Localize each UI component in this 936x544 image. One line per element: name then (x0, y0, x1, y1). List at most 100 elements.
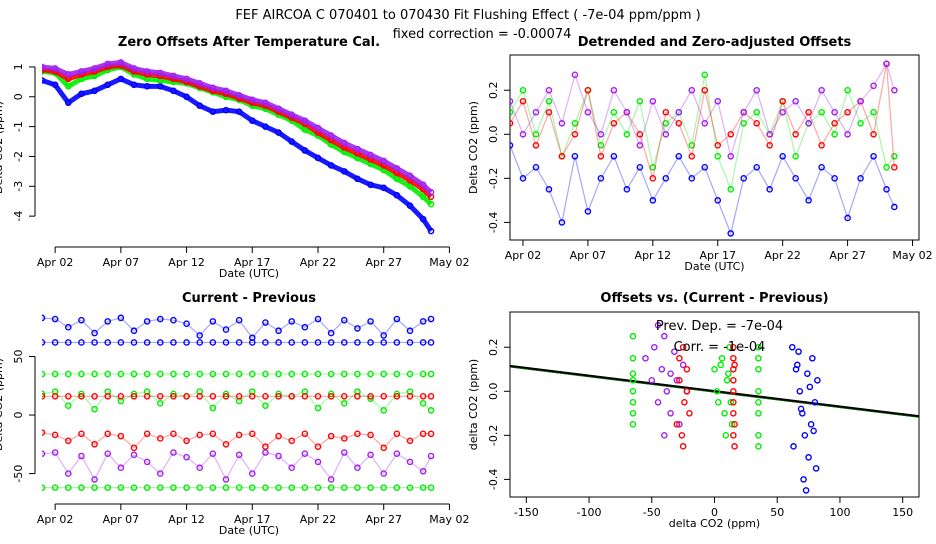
point-blue (800, 476, 807, 483)
point-red (143, 393, 151, 400)
x-tick-label: Apr 12 (168, 256, 205, 269)
point-red-neg (380, 444, 388, 452)
point-purple (753, 86, 760, 94)
point-purple (676, 421, 683, 428)
point-red (64, 393, 72, 400)
point-purple (857, 97, 864, 105)
series-blue (42, 317, 432, 339)
point-blue (811, 398, 819, 406)
x-tick-label: Apr 27 (365, 256, 402, 269)
point-green (883, 164, 890, 171)
point-green-mid (718, 354, 726, 362)
point-red-neg (301, 430, 309, 438)
y-tick-label: -0.2 (487, 425, 500, 446)
point-green-low (78, 484, 85, 491)
point-green-low (51, 484, 59, 491)
point-green (714, 153, 722, 160)
point-green (327, 370, 335, 378)
point-blue (809, 354, 816, 362)
plot-area (510, 321, 919, 494)
point-red (714, 141, 722, 149)
point-purple (831, 108, 838, 116)
point-blue-baseline (209, 339, 217, 346)
point-green (196, 370, 204, 378)
point-red (730, 354, 737, 362)
point-red (571, 130, 579, 138)
point-green (51, 370, 59, 378)
point-blue (818, 164, 825, 171)
point-green (117, 370, 125, 378)
point-red-neg (51, 431, 59, 439)
point-red (753, 119, 760, 127)
point-red-neg (170, 430, 177, 438)
point-red (510, 119, 514, 127)
point-blue (831, 175, 838, 182)
point-red (731, 361, 738, 369)
y-tick-label: -2 (12, 151, 25, 162)
point-red (78, 393, 85, 400)
series-green (510, 74, 895, 192)
point-green-lo (629, 387, 637, 395)
point-blue (78, 316, 85, 324)
point-blue (558, 219, 566, 226)
point-green (222, 370, 230, 378)
point-red (91, 393, 98, 400)
point-blue (797, 405, 805, 413)
point-blue-baseline (380, 339, 388, 346)
point-green-mid (130, 390, 138, 398)
point-blue (354, 325, 361, 332)
point-red (209, 393, 217, 400)
point-blue (597, 175, 605, 182)
point-green-low (367, 484, 374, 491)
point-purple (367, 451, 374, 459)
point-red (688, 153, 696, 160)
point-blue-baseline (275, 339, 282, 346)
point-purple (275, 452, 282, 460)
point-red (301, 393, 309, 400)
point-red-neg (275, 432, 282, 440)
point-blue (662, 175, 670, 182)
point-green (354, 370, 361, 378)
point-blue (810, 427, 817, 435)
point-purple (766, 130, 773, 138)
point-blue (288, 318, 296, 325)
series-red (42, 62, 433, 199)
panel-p2: Detrended and Zero-adjusted Offsets Apr 0… (467, 35, 933, 273)
point-red-neg (209, 430, 217, 438)
point-blue-baseline (288, 339, 296, 346)
figure-title: FEF AIRCOA C 070401 to 070430 Fit Flushi… (235, 8, 700, 23)
point-purple (380, 470, 388, 477)
point-green-low (288, 484, 296, 491)
point-red (248, 393, 256, 400)
point-red (730, 387, 737, 395)
y-axis-label: Delta CO2 (ppm) (0, 101, 5, 194)
point-green-mid (728, 421, 736, 428)
y-tick-label: 0.2 (487, 338, 500, 356)
point-blue (779, 153, 786, 160)
point-purple (667, 410, 674, 417)
point-red-neg (427, 430, 435, 438)
point-blue-baseline (91, 339, 98, 346)
point-red (380, 393, 388, 400)
point-purple (143, 458, 151, 466)
point-blue (64, 323, 72, 331)
point-red-neg (367, 431, 374, 439)
panel-title: Offsets vs. (Current - Previous) (600, 291, 828, 306)
x-tick-label: May 02 (892, 249, 932, 262)
point-blue (222, 326, 230, 333)
point-blue-baseline (130, 339, 138, 346)
point-purple (340, 449, 348, 456)
point-green-lo (629, 354, 637, 362)
series-blue (510, 145, 895, 236)
point-blue (262, 319, 269, 326)
point-green-mid (723, 376, 731, 384)
point-blue-baseline (170, 339, 177, 346)
point-green-mid (722, 432, 730, 439)
point-green-mid (725, 370, 732, 377)
point-purple (510, 97, 514, 105)
point-green-low (91, 484, 98, 491)
point-red (731, 421, 738, 428)
point-red (156, 393, 164, 400)
point-red (891, 164, 898, 171)
point-red-neg (156, 435, 164, 442)
